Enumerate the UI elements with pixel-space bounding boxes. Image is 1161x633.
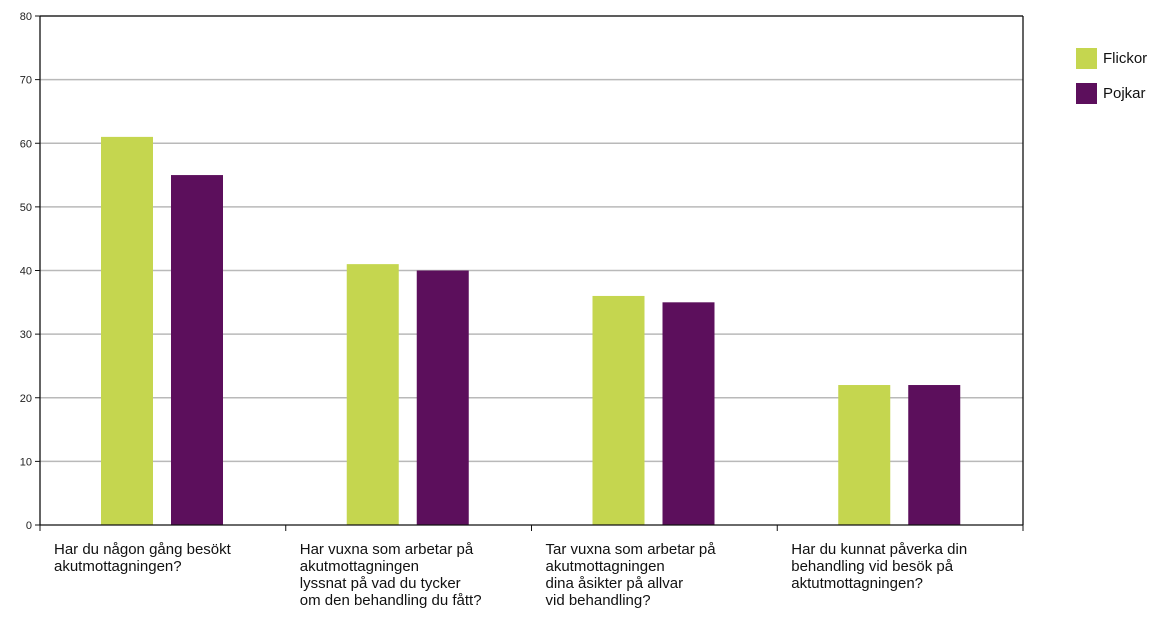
x-category-label-line: aktutmottagningen? — [791, 575, 924, 592]
legend-item-flickor: Flickor — [1076, 47, 1147, 69]
y-tick-label: 40 — [20, 266, 32, 278]
bar-pojkar — [662, 302, 715, 525]
y-tick-label: 50 — [20, 202, 32, 214]
legend-item-pojkar: Pojkar — [1076, 82, 1147, 104]
y-tick-label: 80 — [20, 11, 32, 23]
x-category-label-line: vid behandling? — [545, 592, 651, 609]
bar-flickor — [346, 264, 399, 525]
x-category-label-line: Tar vuxna som arbetar på — [545, 541, 716, 558]
x-category-label-line: Har vuxna som arbetar på — [299, 541, 474, 558]
x-category-label-line: lyssnat på vad du tycker — [299, 575, 461, 592]
bar-flickor — [838, 385, 891, 525]
x-category-label-line: akutmottagningen — [545, 558, 665, 575]
bar-pojkar — [171, 175, 223, 525]
bar-flickor — [592, 295, 645, 525]
legend-swatch-flickor — [1076, 47, 1097, 69]
y-axis-ticks: 0 10 20 30 40 50 60 70 80 — [20, 11, 40, 532]
bar-pojkar — [908, 385, 961, 525]
x-category-label: Har vuxna som arbetar på akutmottagningen… — [300, 541, 482, 609]
x-category-label: Har du kunnat påverka din behandling vid … — [791, 541, 967, 592]
bar-flickor — [101, 136, 153, 525]
bars — [101, 136, 961, 525]
x-category-label: Tar vuxna som arbetar på akutmottagningen… — [546, 541, 716, 609]
y-tick-label: 0 — [26, 520, 32, 532]
y-tick-label: 10 — [20, 456, 32, 468]
y-tick-label: 60 — [20, 138, 32, 150]
legend-label-pojkar: Pojkar — [1103, 84, 1146, 102]
x-category-label-line: Har du någon gång besökt — [54, 541, 231, 558]
axes — [39, 15, 1024, 531]
x-category-label-line: akutmottagningen — [299, 558, 420, 575]
x-category-label-line: om den behandling du fått? — [299, 592, 482, 609]
y-tick-label: 70 — [20, 75, 32, 87]
x-category-label-line: Har du kunnat påverka din — [791, 541, 968, 558]
x-category-label-line: dina åsikter på allvar — [545, 575, 684, 592]
legend: Flickor Pojkar — [1076, 47, 1147, 117]
bar-pojkar — [416, 270, 469, 525]
x-category-label: Har du någon gång besökt akutmottagningen… — [54, 541, 231, 575]
y-tick-label: 30 — [20, 329, 32, 341]
legend-label-flickor: Flickor — [1103, 49, 1148, 67]
x-category-label-line: behandling vid besök på — [791, 558, 954, 575]
y-tick-label: 20 — [20, 393, 32, 405]
x-category-label-line: akutmottagningen? — [54, 558, 182, 575]
legend-swatch-pojkar — [1076, 82, 1097, 104]
